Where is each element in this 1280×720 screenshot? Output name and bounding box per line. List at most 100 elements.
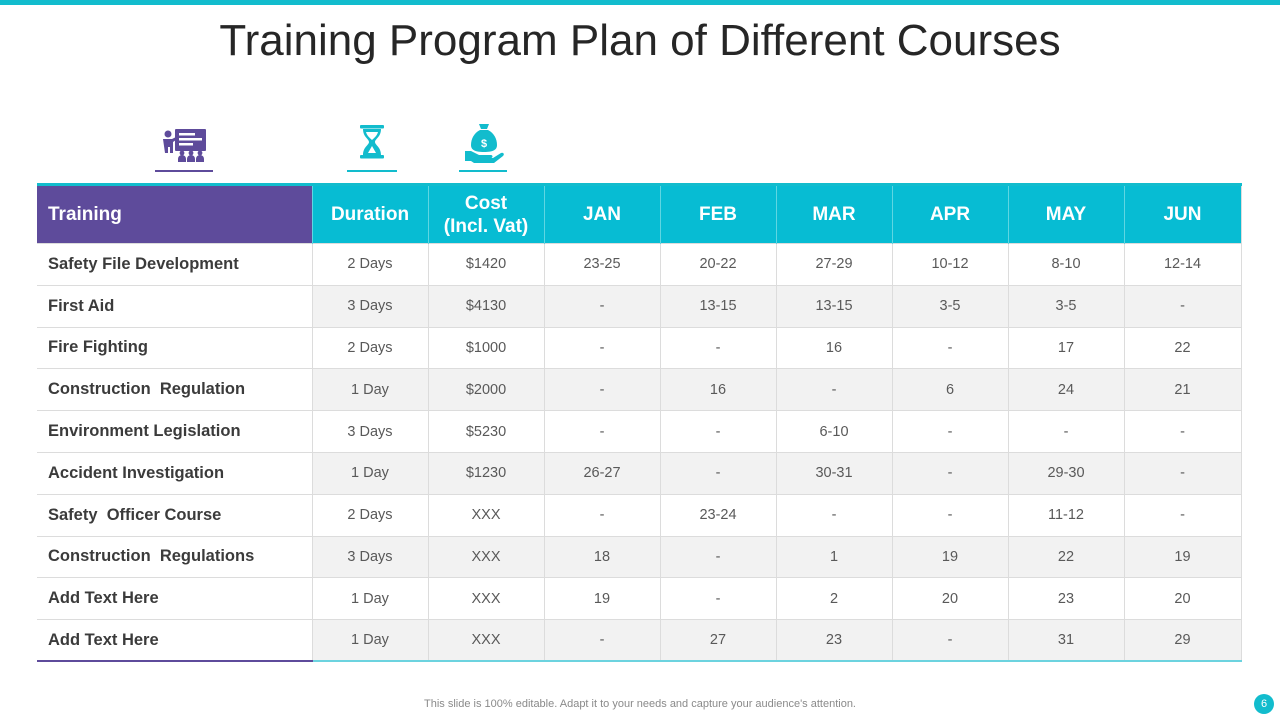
table-cell: 6-10 xyxy=(775,410,892,453)
table-cell: - xyxy=(543,493,660,537)
icon-underline xyxy=(155,170,213,172)
table-cell: XXX xyxy=(427,535,544,578)
column-header-jun: JUN xyxy=(1123,184,1242,244)
training-name-cell: Add Text Here xyxy=(37,577,312,620)
table-cell: - xyxy=(891,326,1008,369)
hourglass-icon xyxy=(360,125,384,159)
table-cell: $1230 xyxy=(427,451,544,495)
table-header-row: Training Duration Cost (Incl. Vat) JAN F… xyxy=(37,184,1242,244)
table-cell: 12-14 xyxy=(1123,243,1242,286)
svg-text:$: $ xyxy=(481,138,487,150)
column-header-mar: MAR xyxy=(775,184,892,244)
table-cell: - xyxy=(543,619,660,663)
training-name-cell: Safety Officer Course xyxy=(37,493,312,537)
page-title: Training Program Plan of Different Cours… xyxy=(219,16,1061,65)
table-cell: 23-24 xyxy=(659,493,776,537)
table-cell: - xyxy=(1123,451,1242,495)
table-cell: 16 xyxy=(775,326,892,369)
table-cell: 3 Days xyxy=(311,284,428,328)
icon-underline xyxy=(459,170,507,172)
training-plan-table: Training Duration Cost (Incl. Vat) JAN F… xyxy=(37,183,1242,663)
table-cell: $2000 xyxy=(427,368,544,411)
table-cell: 17 xyxy=(1007,326,1124,369)
table-cell: - xyxy=(1123,284,1242,328)
table-cell: 2 Days xyxy=(311,493,428,537)
table-cell: - xyxy=(891,410,1008,453)
column-header-may: MAY xyxy=(1007,184,1124,244)
table-cell: 22 xyxy=(1123,326,1242,369)
table-cell: - xyxy=(659,326,776,369)
column-header-cost: Cost (Incl. Vat) xyxy=(427,184,544,244)
column-header-feb: FEB xyxy=(659,184,776,244)
table-cell: 1 xyxy=(775,535,892,578)
table-cell: 2 xyxy=(775,577,892,620)
table-cell: 1 Day xyxy=(311,577,428,620)
table-cell: 19 xyxy=(543,577,660,620)
training-name-cell: Accident Investigation xyxy=(37,451,312,495)
table-cell: 3 Days xyxy=(311,535,428,578)
table-cell: - xyxy=(659,451,776,495)
table-cell: 16 xyxy=(659,368,776,411)
table-cell: 1 Day xyxy=(311,451,428,495)
table-cell: 20-22 xyxy=(659,243,776,286)
table-cell: 18 xyxy=(543,535,660,578)
footer-note: This slide is 100% editable. Adapt it to… xyxy=(424,698,856,710)
table-cell: - xyxy=(659,410,776,453)
table-cell: 22 xyxy=(1007,535,1124,578)
table-cell: 11-12 xyxy=(1007,493,1124,537)
table-cell: - xyxy=(891,451,1008,495)
table-row: First Aid 3 Days $4130-13-15 13-15 3-5 3-5- xyxy=(37,284,1242,328)
money-bag-hand-icon: $ xyxy=(465,124,504,163)
training-name-cell: First Aid xyxy=(37,284,312,328)
table-cell: 23 xyxy=(775,619,892,663)
table-cell: 3-5 xyxy=(1007,284,1124,328)
table-cell: - xyxy=(659,535,776,578)
table-cell: 19 xyxy=(891,535,1008,578)
training-name-cell: Add Text Here xyxy=(37,619,312,663)
top-accent-bar xyxy=(0,0,1280,5)
table-cell: 13-15 xyxy=(659,284,776,328)
training-name-cell: Construction Regulations xyxy=(37,535,312,578)
table-cell: $4130 xyxy=(427,284,544,328)
training-name-cell: Construction Regulation xyxy=(37,368,312,411)
table-row: Accident Investigation 1 Day $1230 26-27-30… xyxy=(37,451,1242,495)
table-cell: 6 xyxy=(891,368,1008,411)
table-row: Environment Legislation 3 Days $5230- -6-10… xyxy=(37,410,1242,453)
table-cell: $1420 xyxy=(427,243,544,286)
table-row: Construction Regulation 1 Day $2000-16-6 24… xyxy=(37,368,1242,411)
table-cell: 13-15 xyxy=(775,284,892,328)
table-cell: 31 xyxy=(1007,619,1124,663)
table-cell: 8-10 xyxy=(1007,243,1124,286)
table-cell: - xyxy=(659,577,776,620)
icon-underline xyxy=(347,170,397,172)
table-cell: XXX xyxy=(427,493,544,537)
table-cell: 27-29 xyxy=(775,243,892,286)
table-cell: 29 xyxy=(1123,619,1242,663)
table-cell: 2 Days xyxy=(311,243,428,286)
hourglass-icon-group xyxy=(347,120,397,172)
table-cell: 2 Days xyxy=(311,326,428,369)
table-cell: 1 Day xyxy=(311,619,428,663)
table-body: Safety File Development 2 Days $1420 23-25 2… xyxy=(37,243,1242,663)
table-cell: - xyxy=(1123,493,1242,537)
training-name-cell: Safety File Development xyxy=(37,243,312,286)
table-row: Safety File Development 2 Days $1420 23-25 2… xyxy=(37,243,1242,286)
table-cell: XXX xyxy=(427,577,544,620)
table-cell: - xyxy=(891,619,1008,663)
table-cell: 19 xyxy=(1123,535,1242,578)
table-cell: - xyxy=(891,493,1008,537)
table-cell: 20 xyxy=(891,577,1008,620)
table-cell: 21 xyxy=(1123,368,1242,411)
column-header-apr: APR xyxy=(891,184,1008,244)
table-cell: - xyxy=(775,368,892,411)
money-bag-hand-icon-group: $ xyxy=(459,120,509,172)
table-cell: 10-12 xyxy=(891,243,1008,286)
table-cell: - xyxy=(543,284,660,328)
table-cell: - xyxy=(543,326,660,369)
table-cell: 3 Days xyxy=(311,410,428,453)
table-cell: 23 xyxy=(1007,577,1124,620)
table-cell: $5230 xyxy=(427,410,544,453)
table-cell: - xyxy=(1007,410,1124,453)
table-cell: - xyxy=(543,368,660,411)
table-cell: 23-25 xyxy=(543,243,660,286)
